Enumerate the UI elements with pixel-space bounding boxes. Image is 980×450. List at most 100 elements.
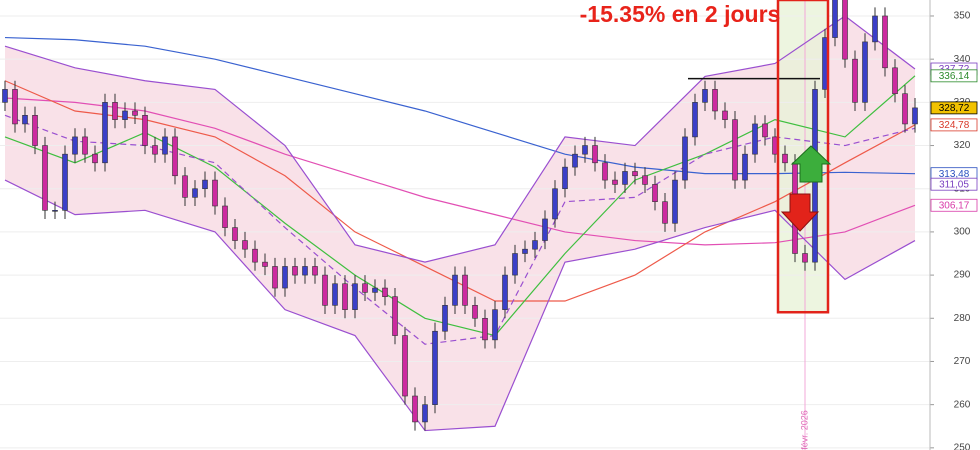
candle-body [602, 162, 608, 181]
candle-body [402, 335, 408, 397]
up-arrow [790, 145, 832, 183]
candle-body [742, 153, 748, 181]
candle-body [842, 0, 848, 60]
candle-body [242, 240, 248, 250]
candle-body [622, 171, 628, 185]
candle-body [612, 179, 618, 185]
y-tick-label: 300 [954, 227, 971, 238]
price-tag-label: 311,05 [939, 179, 969, 190]
candle-body [272, 266, 278, 289]
candle-body [62, 153, 68, 211]
candle-body [92, 153, 98, 164]
candle-body [422, 404, 428, 423]
candle-body [642, 175, 648, 185]
annotation-layer: févr. 2026 [688, 0, 830, 450]
candle-body [492, 309, 498, 341]
candle-body [32, 115, 38, 146]
price-tag [930, 69, 978, 83]
candle-body [112, 102, 118, 120]
date-label: févr. 2026 [799, 410, 809, 450]
candle-body [232, 227, 238, 241]
price-tag [930, 198, 978, 212]
candle-body [252, 248, 258, 263]
indicator-line [4, 15, 916, 263]
candle-body [522, 248, 528, 254]
indicator-line [4, 36, 916, 175]
candle-body [192, 188, 198, 198]
candle-body [882, 15, 888, 69]
candle-body [912, 107, 918, 125]
candle-body [732, 119, 738, 181]
candle-body [432, 330, 438, 405]
candle-body [802, 253, 808, 263]
candle-body [782, 153, 788, 164]
candle-body [682, 136, 688, 181]
candle-body [362, 283, 368, 293]
price-tag-label: 328,72 [939, 103, 970, 114]
candle-body [132, 110, 138, 116]
price-axis: 250260270280290300310320330340350337,723… [929, 0, 978, 450]
candle-body [202, 179, 208, 190]
highlight-box [776, 0, 830, 314]
candle-body [82, 136, 88, 155]
candle-body [152, 145, 158, 155]
candle-body [52, 210, 58, 212]
candle-body [282, 266, 288, 289]
candle-body [592, 145, 598, 164]
price-tag-label: 324,78 [939, 120, 970, 131]
candle-body [42, 145, 48, 211]
candle-body [572, 153, 578, 168]
y-tick-label: 290 [954, 270, 971, 281]
y-tick-label: 350 [954, 11, 971, 22]
candle-body [552, 188, 558, 220]
indicator-layer [4, 15, 916, 432]
y-tick-label: 270 [954, 356, 971, 367]
candle-body [322, 274, 328, 306]
candle-body [342, 283, 348, 310]
candle-body [832, 0, 838, 38]
candle-body [222, 205, 228, 228]
candle-body [122, 110, 128, 120]
price-tag [930, 118, 978, 132]
candle-body [162, 136, 168, 155]
candle-body [502, 274, 508, 310]
candle-body [292, 266, 298, 276]
indicator-line [4, 80, 916, 302]
candle-body [582, 145, 588, 155]
candle-body [512, 253, 518, 276]
candle-body [312, 266, 318, 276]
candle-body [662, 201, 668, 224]
indicator-line [4, 97, 916, 246]
candle-body [472, 305, 478, 319]
candle-body [632, 171, 638, 177]
y-tick-label: 320 [954, 140, 971, 151]
candle-body [182, 175, 188, 198]
candle-body [12, 89, 18, 125]
candle-body [702, 89, 708, 103]
indicator-line [4, 179, 916, 432]
candle-body [672, 179, 678, 224]
price-tag-label: 306,17 [939, 200, 970, 211]
candle-body [72, 136, 78, 155]
candle-body [752, 123, 758, 155]
candle-body [392, 296, 398, 336]
band-fill [5, 15, 915, 431]
candle-body [372, 287, 378, 293]
candle-body [892, 67, 898, 95]
chart-title: -15.35% en 2 jours [580, 1, 781, 27]
candle-body [102, 102, 108, 164]
candle-body [862, 41, 868, 103]
down-arrow [780, 193, 820, 232]
candle-body [352, 283, 358, 310]
y-tick-label: 340 [954, 54, 971, 65]
candle-layer [2, 0, 918, 431]
candle-body [412, 395, 418, 423]
candle-body [762, 123, 768, 138]
candle-body [382, 287, 388, 297]
candle-body [302, 266, 308, 276]
candle-body [532, 240, 538, 250]
candle-body [482, 317, 488, 341]
candle-body [332, 283, 338, 306]
candle-body [442, 305, 448, 332]
